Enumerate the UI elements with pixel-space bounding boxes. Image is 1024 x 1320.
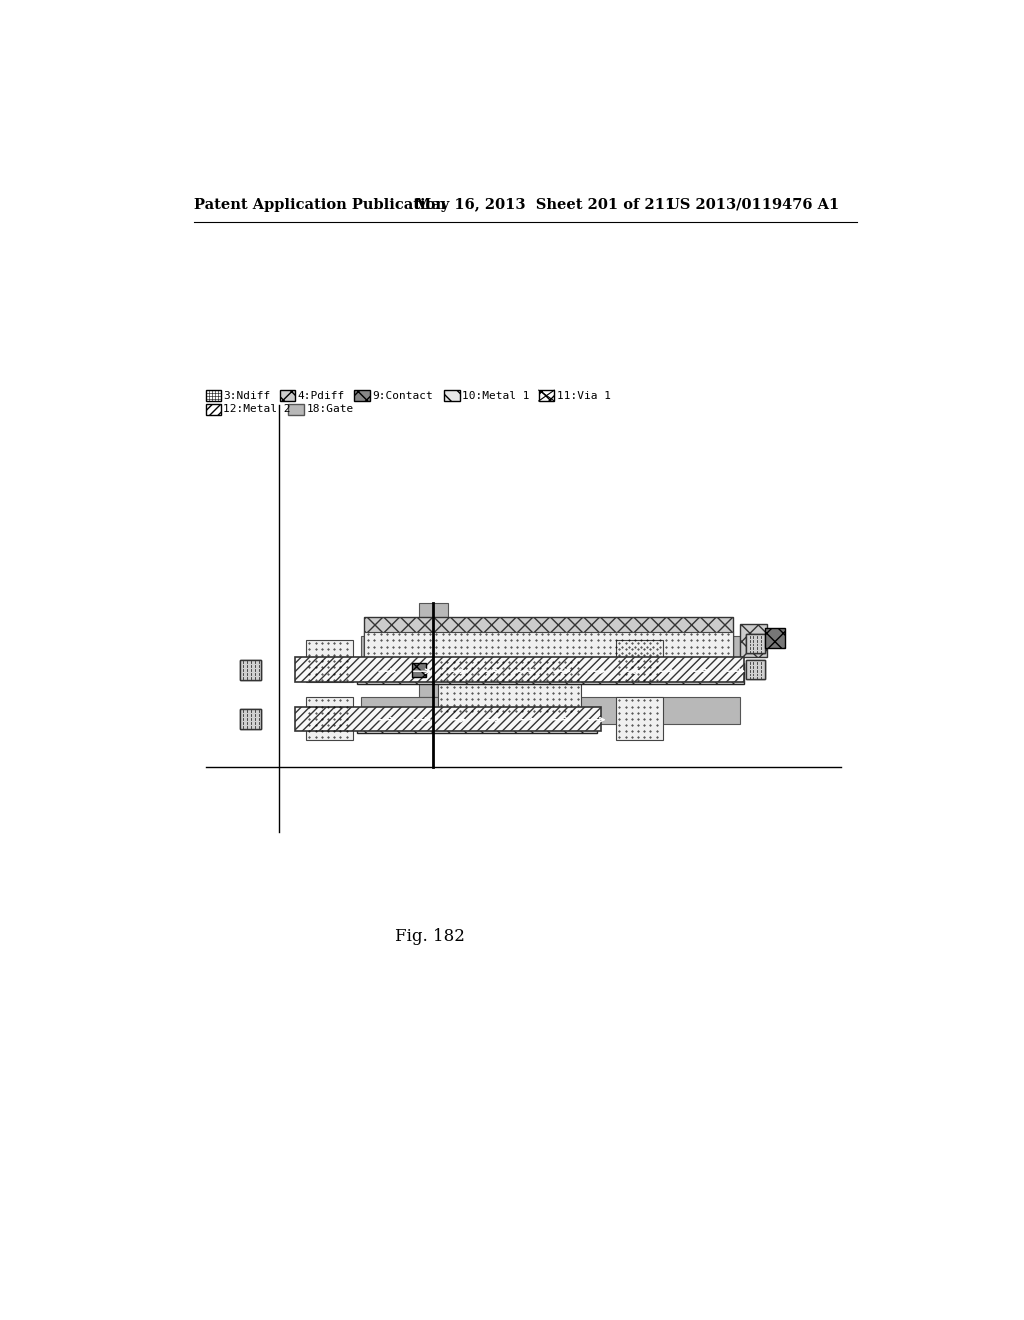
Text: 10:Metal 1: 10:Metal 1 <box>462 391 529 400</box>
Bar <box>356 668 744 675</box>
Bar <box>306 640 352 682</box>
Text: 4:Pdiff: 4:Pdiff <box>298 391 345 400</box>
Text: 12:Metal 2: 12:Metal 2 <box>223 404 291 414</box>
Text: 11:Via 1: 11:Via 1 <box>557 391 610 400</box>
Bar <box>746 635 765 653</box>
Text: 9:Contact: 9:Contact <box>372 391 433 400</box>
Bar <box>356 711 597 733</box>
Bar <box>206 391 221 401</box>
Text: Patent Application Publication: Patent Application Publication <box>194 198 445 211</box>
Bar <box>295 706 601 731</box>
Bar <box>241 709 260 729</box>
Bar <box>616 640 663 682</box>
Bar <box>539 391 554 401</box>
Bar <box>419 663 449 697</box>
Bar <box>740 624 767 656</box>
Bar <box>295 657 744 682</box>
Bar <box>241 660 260 680</box>
Bar <box>419 603 449 663</box>
Bar <box>241 709 260 729</box>
Bar <box>444 391 460 401</box>
Bar <box>413 663 426 677</box>
Bar <box>356 663 744 684</box>
Bar <box>280 391 295 401</box>
Bar <box>746 635 765 653</box>
Bar <box>360 636 740 663</box>
Bar <box>365 632 732 659</box>
Text: 3:Ndiff: 3:Ndiff <box>223 391 270 400</box>
Bar <box>365 616 732 667</box>
Bar <box>206 404 221 414</box>
Bar <box>289 404 304 414</box>
Bar <box>356 717 597 723</box>
Bar <box>241 660 260 680</box>
Bar <box>438 659 582 717</box>
Bar <box>360 697 740 725</box>
Text: May 16, 2013  Sheet 201 of 211: May 16, 2013 Sheet 201 of 211 <box>415 198 675 211</box>
Bar <box>765 628 785 648</box>
Bar <box>746 660 765 678</box>
Bar <box>354 391 370 401</box>
Text: US 2013/0119476 A1: US 2013/0119476 A1 <box>667 198 839 211</box>
Text: Fig. 182: Fig. 182 <box>395 928 465 945</box>
Bar <box>616 697 663 739</box>
Bar <box>746 660 765 678</box>
Text: 18:Gate: 18:Gate <box>306 404 353 414</box>
Bar <box>306 697 352 739</box>
